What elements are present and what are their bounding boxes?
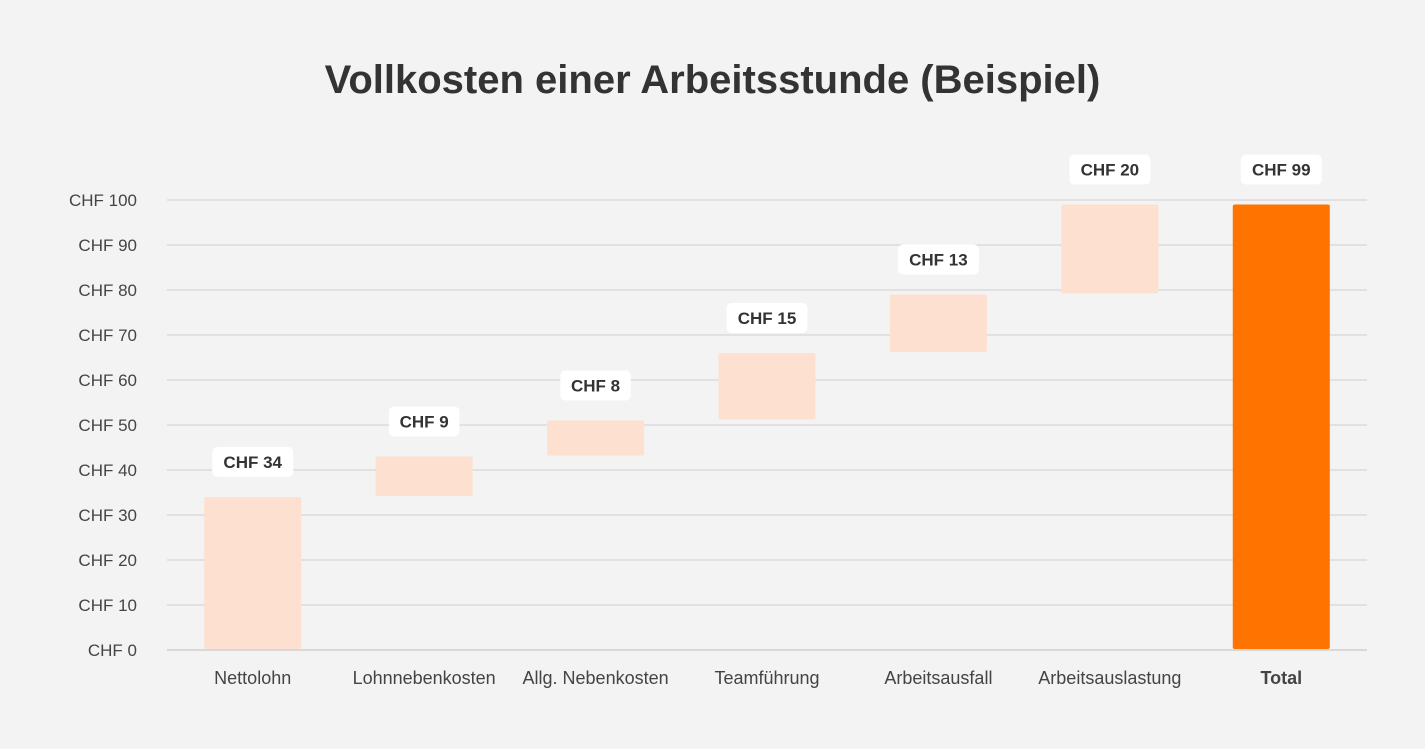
- y-tick-label: CHF 90: [78, 236, 137, 255]
- data-label-box: [726, 303, 808, 333]
- data-label-text: CHF 20: [1081, 161, 1140, 180]
- x-tick-label: Nettolohn: [214, 668, 291, 688]
- data-label: CHF 34: [212, 447, 294, 477]
- x-tick-label: Allg. Nebenkosten: [523, 668, 669, 688]
- data-label-box: [560, 370, 631, 401]
- x-tick-label: Total: [1260, 668, 1302, 688]
- y-axis-ticks: CHF 0 CHF 10 CHF 20 CHF 30 CHF 40 CHF 50 CHF 6…: [69, 191, 137, 660]
- data-label-text: CHF 13: [909, 251, 968, 270]
- y-tick-label: CHF 100: [69, 191, 137, 210]
- data-label: CHF 9: [388, 406, 460, 437]
- y-tick-label: CHF 20: [78, 551, 137, 570]
- data-label: CHF 99: [1240, 154, 1322, 185]
- data-label-text: CHF 9: [400, 413, 449, 432]
- y-tick-label: CHF 60: [78, 371, 137, 390]
- y-tick-label: CHF 50: [78, 416, 137, 435]
- increment-bar: [547, 420, 645, 456]
- x-axis-labels: Nettolohn Lohnnebenkosten Allg. Nebenkoste…: [214, 668, 1302, 688]
- increment-bar: [204, 497, 302, 649]
- increment-bar: [889, 294, 987, 352]
- data-label-box: [1240, 154, 1322, 185]
- data-label: CHF 20: [1069, 154, 1151, 185]
- x-tick-label: Arbeitsausfall: [884, 668, 992, 688]
- increment-bar: [375, 456, 473, 496]
- total-bar: [1232, 204, 1330, 649]
- data-label: CHF 15: [726, 303, 808, 333]
- data-label: CHF 8: [560, 370, 631, 401]
- y-tick-label: CHF 0: [88, 641, 137, 660]
- data-label-box: [388, 406, 460, 437]
- data-label-box: [1069, 154, 1151, 185]
- increment-bar: [1061, 204, 1159, 294]
- data-label: CHF 13: [897, 244, 979, 275]
- chart-title: Vollkosten einer Arbeitsstunde (Beispiel…: [324, 58, 1101, 102]
- data-label-text: CHF 99: [1252, 161, 1311, 180]
- x-tick-label: Teamführung: [714, 668, 819, 688]
- grid-lines: [167, 199, 1367, 651]
- increment-bar: [718, 353, 816, 420]
- x-tick-label: Lohnnebenkosten: [353, 668, 496, 688]
- data-label-text: CHF 34: [223, 453, 282, 472]
- data-label-text: CHF 15: [738, 309, 797, 328]
- y-tick-label: CHF 80: [78, 281, 137, 300]
- y-tick-label: CHF 40: [78, 461, 137, 480]
- data-label-text: CHF 8: [571, 377, 620, 396]
- y-tick-label: CHF 30: [78, 506, 137, 525]
- y-tick-label: CHF 70: [78, 326, 137, 345]
- x-tick-label: Arbeitsauslastung: [1038, 668, 1181, 688]
- data-labels: CHF 34 CHF 9 CHF 8 CHF 15 CHF 13 CHF 20 CHF 99: [212, 154, 1322, 477]
- data-label-box: [212, 447, 294, 477]
- data-label-box: [897, 244, 979, 275]
- bars: [204, 204, 1330, 649]
- y-tick-label: CHF 10: [78, 596, 137, 615]
